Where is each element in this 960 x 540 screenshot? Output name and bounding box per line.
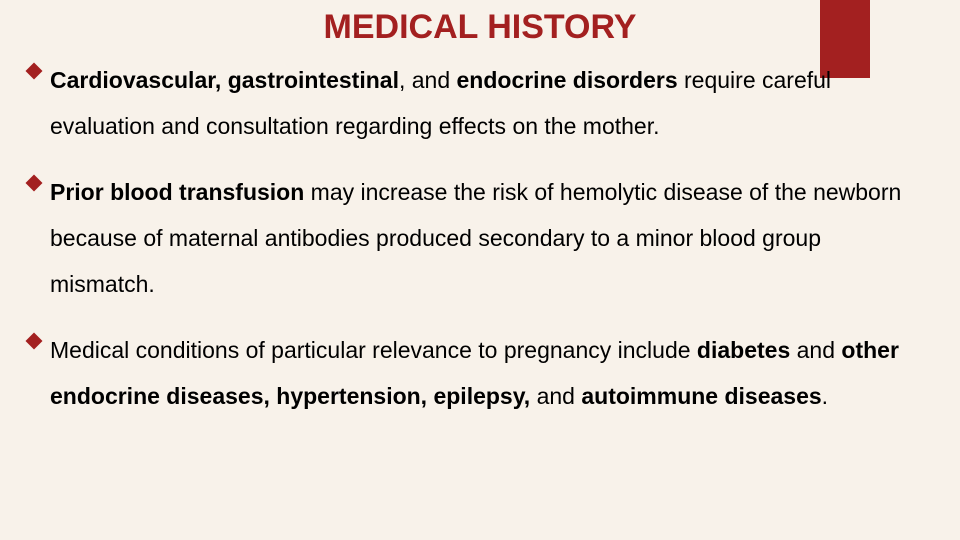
slide-title: MEDICAL HISTORY [0,0,960,47]
slide-content: Cardiovascular, gastrointestinal, and en… [0,47,960,419]
bullet-text: Cardiovascular, gastrointestinal, and en… [50,57,932,149]
bullet-text: Prior blood transfusion may increase the… [50,169,932,307]
bullet-item: Medical conditions of particular relevan… [28,327,932,419]
bullet-text: Medical conditions of particular relevan… [50,327,932,419]
diamond-bullet-icon [26,333,43,350]
bullet-item: Cardiovascular, gastrointestinal, and en… [28,57,932,149]
bullet-item: Prior blood transfusion may increase the… [28,169,932,307]
diamond-bullet-icon [26,175,43,192]
diamond-bullet-icon [26,63,43,80]
